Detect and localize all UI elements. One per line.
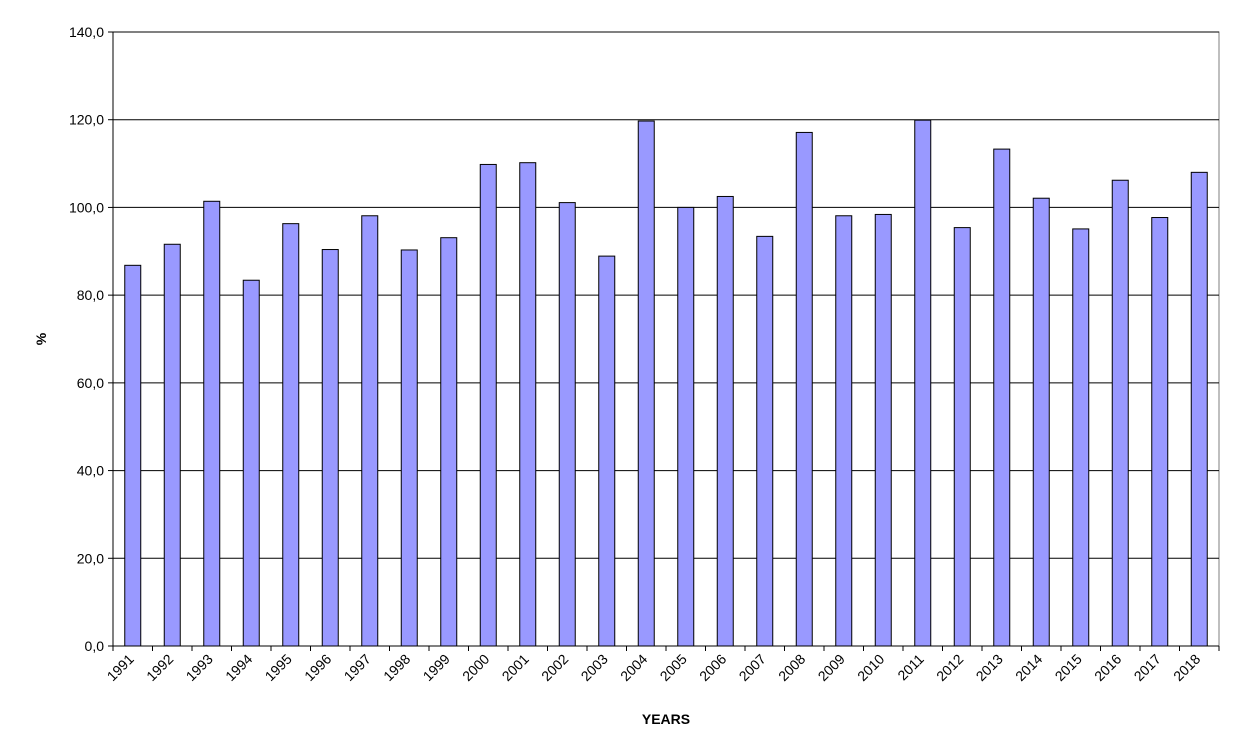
x-tick-label: 2012 bbox=[933, 651, 966, 684]
x-tick-label: 2006 bbox=[696, 651, 729, 684]
y-axis-title: % bbox=[33, 332, 49, 345]
y-tick-label: 100,0 bbox=[69, 199, 104, 215]
bar-2006 bbox=[716, 195, 734, 647]
bar-1994 bbox=[242, 279, 260, 647]
x-tick-label: 1994 bbox=[222, 651, 255, 684]
bar-2018 bbox=[1190, 171, 1208, 647]
bar-2002 bbox=[558, 202, 576, 647]
y-tick-label: 80,0 bbox=[77, 287, 104, 303]
bar-2004 bbox=[637, 120, 655, 647]
x-tick-label: 2013 bbox=[973, 651, 1006, 684]
bar-2000 bbox=[479, 163, 497, 647]
bar-1997 bbox=[361, 215, 379, 647]
x-tick-label: 1991 bbox=[104, 651, 137, 684]
x-tick-label: 2017 bbox=[1131, 651, 1164, 684]
x-tick-label: 2000 bbox=[459, 651, 492, 684]
x-tick-label: 2005 bbox=[657, 651, 690, 684]
y-tick-label: 0,0 bbox=[85, 638, 105, 654]
bar-2012 bbox=[953, 227, 971, 647]
bar-2009 bbox=[835, 215, 853, 647]
x-tick-label: 1995 bbox=[262, 651, 295, 684]
y-tick-label: 60,0 bbox=[77, 375, 104, 391]
x-tick-labels: 1991 1992 1993 1994 1995 1996 1997 1998 1999 2000… bbox=[104, 651, 1204, 684]
bar-2015 bbox=[1072, 228, 1090, 647]
x-tick-label: 2004 bbox=[617, 651, 650, 684]
bar-1998 bbox=[400, 249, 418, 647]
bar-2017 bbox=[1151, 217, 1169, 647]
bar-2010 bbox=[874, 213, 892, 647]
x-tick-label: 2018 bbox=[1170, 651, 1203, 684]
bar-2008 bbox=[795, 131, 813, 647]
bar-2001 bbox=[519, 162, 537, 647]
bar-2013 bbox=[993, 148, 1011, 647]
x-tick-label: 1996 bbox=[301, 651, 334, 684]
x-tick-label: 2015 bbox=[1052, 651, 1085, 684]
bar-1992 bbox=[163, 243, 181, 647]
x-tick-label: 1992 bbox=[143, 651, 176, 684]
gridlines bbox=[112, 31, 1220, 647]
bars bbox=[124, 119, 1208, 647]
axes bbox=[108, 31, 1220, 651]
x-tick-label: 2014 bbox=[1012, 651, 1045, 684]
plot-area-border bbox=[112, 31, 1220, 647]
bar-2016 bbox=[1111, 179, 1129, 647]
bar-1991 bbox=[124, 264, 142, 647]
bar-2007 bbox=[756, 235, 774, 647]
x-tick-label: 1997 bbox=[341, 651, 374, 684]
x-tick-label: 2007 bbox=[736, 651, 769, 684]
x-tick-label: 2010 bbox=[854, 651, 887, 684]
bar-2011 bbox=[914, 119, 932, 647]
x-tick-label: 1993 bbox=[183, 651, 216, 684]
x-axis-title: YEARS bbox=[642, 711, 690, 727]
y-tick-label: 20,0 bbox=[77, 550, 104, 566]
y-tick-label: 40,0 bbox=[77, 463, 104, 479]
bar-2014 bbox=[1032, 197, 1050, 647]
y-tick-label: 140,0 bbox=[69, 24, 104, 40]
y-tick-label: 120,0 bbox=[69, 112, 104, 128]
x-tick-label: 2001 bbox=[499, 651, 532, 684]
y-tick-labels: 0,0 20,0 40,0 60,0 80,0 100,0 120,0 140,0 bbox=[69, 24, 104, 654]
bar-2003 bbox=[598, 255, 616, 647]
x-tick-label: 2011 bbox=[894, 651, 927, 684]
x-tick-label: 2008 bbox=[775, 651, 808, 684]
bar-1996 bbox=[321, 249, 339, 647]
x-tick-label: 2002 bbox=[538, 651, 571, 684]
x-tick-label: 1998 bbox=[380, 651, 413, 684]
bar-1993 bbox=[203, 200, 221, 647]
x-tick-label: 2003 bbox=[578, 651, 611, 684]
bar-2005 bbox=[677, 206, 695, 647]
x-tick-label: 2016 bbox=[1091, 651, 1124, 684]
x-tick-label: 1999 bbox=[420, 651, 453, 684]
x-tick-label: 2009 bbox=[815, 651, 848, 684]
bar-1995 bbox=[282, 223, 300, 647]
bar-1999 bbox=[440, 237, 458, 647]
